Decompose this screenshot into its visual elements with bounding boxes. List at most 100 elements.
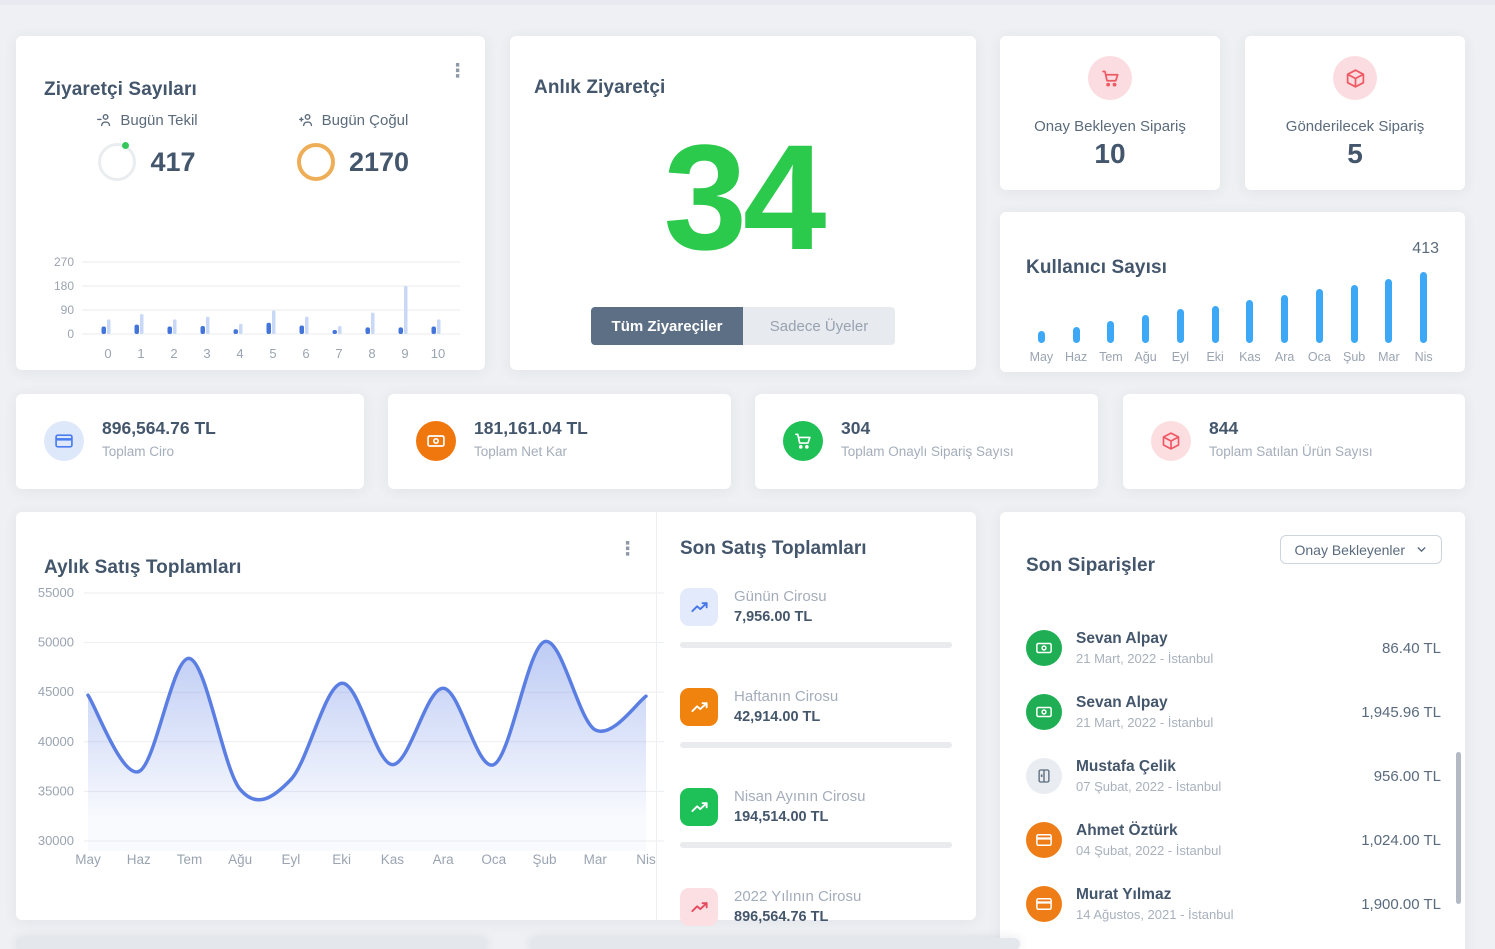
net-profit-card: 181,161.04 TL Toplam Net Kar: [388, 394, 731, 489]
order-payment-icon: [1026, 630, 1062, 666]
order-row[interactable]: Sevan Alpay 21 Mart, 2022 - İstanbul 86.…: [1000, 616, 1465, 680]
recent-sale-progress-bar: [680, 642, 952, 648]
svg-text:5: 5: [269, 346, 276, 361]
visitors-card-title: Ziyaretçi Sayıları: [44, 79, 197, 100]
unique-visitors-label: Bugün Tekil: [120, 112, 198, 129]
svg-text:Ağu: Ağu: [228, 852, 252, 867]
order-amount: 86.40 TL: [1382, 639, 1441, 657]
users-total-value: 413: [1412, 240, 1439, 257]
top-strip: [0, 0, 1495, 5]
svg-text:55000: 55000: [38, 585, 74, 600]
order-row[interactable]: Sevan Alpay 21 Mart, 2022 - İstanbul 1,9…: [1000, 680, 1465, 744]
ring-progress-dot: [122, 142, 130, 149]
live-visitors-count: 34: [663, 113, 827, 281]
svg-text:270: 270: [54, 255, 74, 269]
svg-text:35000: 35000: [38, 783, 74, 798]
recent-sale-value: 194,514.00 TL: [734, 809, 829, 825]
total-revenue-card: 896,564.76 TL Toplam Ciro: [16, 394, 364, 489]
trend-up-icon: [680, 888, 718, 926]
order-amount: 1,024.00 TL: [1361, 831, 1441, 849]
pending-orders-value: 10: [1094, 138, 1126, 169]
shipping-orders-card: Gönderilecek Sipariş 5: [1245, 36, 1465, 190]
total-revenue-value: 896,564.76 TL: [102, 418, 216, 438]
scrollbar-thumb[interactable]: [1456, 752, 1461, 904]
users-bar-oca: Oca: [1302, 268, 1337, 364]
unique-visitors-stat: Bugün Tekil 417: [42, 112, 252, 181]
unique-visitors-ring: [98, 142, 137, 181]
users-bar-nis: Nis: [1406, 268, 1441, 364]
order-customer-name: Sevan Alpay: [1076, 630, 1168, 647]
trend-up-icon: [680, 688, 718, 726]
order-row[interactable]: Ahmet Öztürk 04 Şubat, 2022 - İstanbul 1…: [1000, 808, 1465, 872]
live-visitors-title: Anlık Ziyaretçi: [534, 77, 666, 98]
svg-text:30000: 30000: [38, 833, 74, 848]
monthly-sales-title: Aylık Satış Toplamları: [44, 557, 242, 578]
users-bar-mar: Mar: [1372, 268, 1407, 364]
next-row-card-partial: [16, 938, 487, 949]
kebab-menu-icon[interactable]: ⋮: [448, 61, 467, 82]
multiple-visitors-label: Bugün Çoğul: [321, 112, 409, 129]
live-visitors-card: Anlık Ziyaretçi 34 Tüm Ziyareçiler Sadec…: [510, 36, 976, 370]
pending-orders-card: Onay Bekleyen Sipariş 10: [1000, 36, 1220, 190]
recent-sale-item: Haftanın Cirosu 42,914.00 TL: [680, 688, 952, 748]
next-row-card-partial: [530, 938, 1020, 949]
divider: [656, 512, 657, 920]
svg-text:2: 2: [170, 346, 177, 361]
shipping-orders-label: Gönderilecek Sipariş: [1285, 118, 1425, 135]
cart-icon: [783, 421, 823, 461]
svg-text:50000: 50000: [38, 635, 74, 650]
svg-text:3: 3: [203, 346, 210, 361]
unique-visitors-value: 417: [150, 146, 196, 177]
order-amount: 956.00 TL: [1373, 767, 1441, 785]
live-visitors-toggle: Tüm Ziyareçiler Sadece Üyeler: [591, 307, 895, 345]
svg-text:Ara: Ara: [433, 852, 455, 867]
multiple-visitors-ring: [296, 143, 335, 181]
recent-sales-title: Son Satış Toplamları: [680, 538, 867, 559]
orders-list: Sevan Alpay 21 Mart, 2022 - İstanbul 86.…: [1000, 616, 1465, 936]
users-count-title: Kullanıcı Sayısı: [1026, 257, 1167, 278]
svg-text:Şub: Şub: [533, 852, 557, 867]
svg-text:7: 7: [335, 346, 342, 361]
recent-sale-value: 42,914.00 TL: [734, 709, 821, 725]
users-bar-tem: Tem: [1094, 268, 1129, 364]
users-bar-may: May: [1024, 268, 1059, 364]
package-icon: [1333, 56, 1377, 100]
order-payment-icon: [1026, 886, 1062, 922]
sold-products-value: 844: [1209, 418, 1239, 438]
tab-all-visitors[interactable]: Tüm Ziyareçiler: [591, 307, 743, 345]
approved-orders-label: Toplam Onaylı Sipariş Sayısı: [841, 444, 1014, 459]
order-row[interactable]: Murat Yılmaz 14 Ağustos, 2021 - İstanbul…: [1000, 872, 1465, 936]
svg-text:90: 90: [61, 303, 75, 317]
visitors-bar-chart: 270 180 90 0 0 1 2 3 4 5 6 7 8 9 10: [54, 255, 460, 361]
recent-sale-progress-bar: [680, 842, 952, 848]
recent-sale-value: 7,956.00 TL: [734, 609, 813, 625]
approved-orders-value: 304: [841, 418, 871, 438]
recent-sale-item: Günün Cirosu 7,956.00 TL: [680, 588, 952, 648]
orders-filter-dropdown[interactable]: Onay Bekleyenler: [1280, 535, 1442, 564]
order-customer-name: Murat Yılmaz: [1076, 886, 1172, 903]
multiple-visitors-value: 2170: [348, 146, 410, 177]
monthly-sales-card: Aylık Satış Toplamları ⋮ 30000 35000 40000…: [16, 512, 976, 948]
recent-sale-item: Nisan Ayının Cirosu 194,514.00 TL: [680, 788, 952, 848]
recent-sales-panel: Son Satış Toplamları Günün Cirosu 7,956.…: [656, 512, 976, 948]
net-profit-value: 181,161.04 TL: [474, 418, 588, 438]
svg-text:0: 0: [67, 327, 74, 341]
order-date-location: 04 Şubat, 2022 - İstanbul: [1076, 843, 1222, 858]
svg-text:Nis: Nis: [636, 852, 656, 867]
recent-sale-label: 2022 Yılının Cirosu: [734, 888, 862, 905]
order-customer-name: Ahmet Öztürk: [1076, 822, 1178, 839]
recent-sales-list: Günün Cirosu 7,956.00 TL Haftanın Cirosu…: [680, 588, 952, 948]
kebab-menu-icon[interactable]: ⋮: [618, 539, 637, 560]
recent-orders-card: Son Siparişler Onay Bekleyenler Sevan Al…: [1000, 512, 1465, 949]
order-customer-name: Sevan Alpay: [1076, 694, 1168, 711]
chevron-down-icon: [1415, 543, 1428, 556]
sold-products-card: 844 Toplam Satılan Ürün Sayısı: [1123, 394, 1465, 489]
shipping-orders-value: 5: [1347, 138, 1363, 169]
svg-text:Haz: Haz: [127, 852, 151, 867]
svg-text:Oca: Oca: [481, 852, 506, 867]
users-bar-ağu: Ağu: [1128, 268, 1163, 364]
tab-members-only[interactable]: Sadece Üyeler: [743, 307, 895, 345]
svg-text:Mar: Mar: [584, 852, 608, 867]
order-row[interactable]: Mustafa Çelik 07 Şubat, 2022 - İstanbul …: [1000, 744, 1465, 808]
